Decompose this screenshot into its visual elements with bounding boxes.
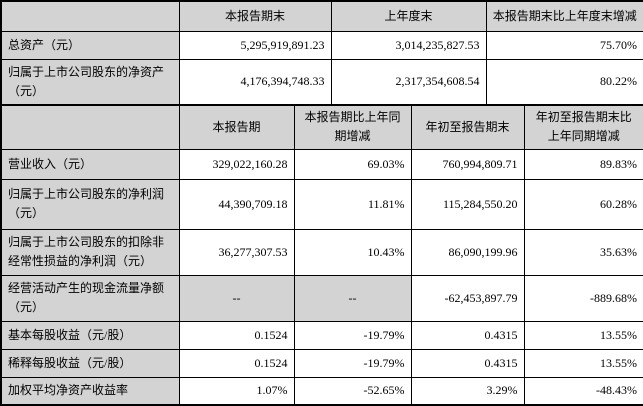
column-header-current-period-end: 本报告期末 — [179, 1, 331, 31]
cell-value: 11.81% — [294, 179, 411, 229]
cell-value: 35.63% — [524, 229, 643, 275]
cell-value: 44,390,709.18 — [179, 179, 294, 229]
table-row: 归属于上市公司股东的净资产（元） 4,176,394,748.33 2,317,… — [1, 59, 643, 104]
cell-value: 80.22% — [486, 59, 643, 104]
table-row: 归属于上市公司股东的扣除非经常性损益的净利润（元） 36,277,307.53 … — [1, 229, 643, 275]
column-header-prior-year-end: 上年度末 — [331, 1, 486, 31]
column-header-current-period: 本报告期 — [179, 105, 294, 149]
cell-value: 5,295,919,891.23 — [179, 31, 331, 59]
cell-value: 0.4315 — [411, 321, 524, 349]
cell-value: 13.55% — [524, 349, 643, 377]
cell-value: 10.43% — [294, 229, 411, 275]
cell-value: 760,994,809.71 — [411, 149, 524, 179]
cell-value: 115,284,550.20 — [411, 179, 524, 229]
cell-value: -889.68% — [524, 275, 643, 321]
row-label-net-profit-excl-nonrecurring: 归属于上市公司股东的扣除非经常性损益的净利润（元） — [1, 229, 179, 275]
row-label-net-profit: 归属于上市公司股东的净利润（元） — [1, 179, 179, 229]
table-row: 营业收入（元） 329,022,160.28 69.03% 760,994,80… — [1, 149, 643, 179]
period-end-table: 本报告期末 上年度末 本报告期末比上年度末增减 总资产（元） 5,295,919… — [0, 0, 643, 105]
cell-value: 3,014,235,827.53 — [331, 31, 486, 59]
corner-cell — [1, 1, 179, 31]
cell-value: 0.1524 — [179, 349, 294, 377]
table-row: 经营活动产生的现金流量净额（元） -- -- -62,453,897.79 -8… — [1, 275, 643, 321]
cell-value: -52.65% — [294, 377, 411, 405]
cell-value: 60.28% — [524, 179, 643, 229]
cell-value: 3.29% — [411, 377, 524, 405]
corner-cell — [1, 105, 179, 149]
cell-value: 4,176,394,748.33 — [179, 59, 331, 104]
table-row: 加权平均净资产收益率 1.07% -52.65% 3.29% -48.43% — [1, 377, 643, 405]
table-header-row: 本报告期末 上年度末 本报告期末比上年度末增减 — [1, 1, 643, 31]
cell-not-applicable: -- — [294, 275, 411, 321]
row-label-total-assets: 总资产（元） — [1, 31, 179, 59]
cell-value: 69.03% — [294, 149, 411, 179]
column-header-change-vs-prior-year-end: 本报告期末比上年度末增减 — [486, 1, 643, 31]
reporting-period-table: 本报告期 本报告期比上年同期增减 年初至报告期末 年初至报告期末比上年同期增减 … — [0, 105, 643, 406]
column-header-year-to-date: 年初至报告期末 — [411, 105, 524, 149]
table-row: 归属于上市公司股东的净利润（元） 44,390,709.18 11.81% 11… — [1, 179, 643, 229]
column-header-change-vs-prior-period: 本报告期比上年同期增减 — [294, 105, 411, 149]
cell-value: 0.1524 — [179, 321, 294, 349]
row-label-operating-cash-flow: 经营活动产生的现金流量净额（元） — [1, 275, 179, 321]
cell-value: -48.43% — [524, 377, 643, 405]
cell-not-applicable: -- — [179, 275, 294, 321]
table-row: 稀释每股收益（元/股） 0.1524 -19.79% 0.4315 13.55% — [1, 349, 643, 377]
cell-value: 2,317,354,608.54 — [331, 59, 486, 104]
cell-value: -19.79% — [294, 321, 411, 349]
cell-value: 89.83% — [524, 149, 643, 179]
cell-value: 1.07% — [179, 377, 294, 405]
cell-value: 36,277,307.53 — [179, 229, 294, 275]
table-header-row: 本报告期 本报告期比上年同期增减 年初至报告期末 年初至报告期末比上年同期增减 — [1, 105, 643, 149]
table-row: 总资产（元） 5,295,919,891.23 3,014,235,827.53… — [1, 31, 643, 59]
column-header-ytd-change: 年初至报告期末比上年同期增减 — [524, 105, 643, 149]
cell-value: 329,022,160.28 — [179, 149, 294, 179]
row-label-basic-eps: 基本每股收益（元/股） — [1, 321, 179, 349]
row-label-weighted-average-roe: 加权平均净资产收益率 — [1, 377, 179, 405]
cell-value: -62,453,897.79 — [411, 275, 524, 321]
table-row: 基本每股收益（元/股） 0.1524 -19.79% 0.4315 13.55% — [1, 321, 643, 349]
cell-value: 86,090,199.96 — [411, 229, 524, 275]
row-label-net-assets: 归属于上市公司股东的净资产（元） — [1, 59, 179, 104]
row-label-operating-revenue: 营业收入（元） — [1, 149, 179, 179]
cell-value: 75.70% — [486, 31, 643, 59]
cell-value: -19.79% — [294, 349, 411, 377]
row-label-diluted-eps: 稀释每股收益（元/股） — [1, 349, 179, 377]
cell-value: 13.55% — [524, 321, 643, 349]
cell-value: 0.4315 — [411, 349, 524, 377]
